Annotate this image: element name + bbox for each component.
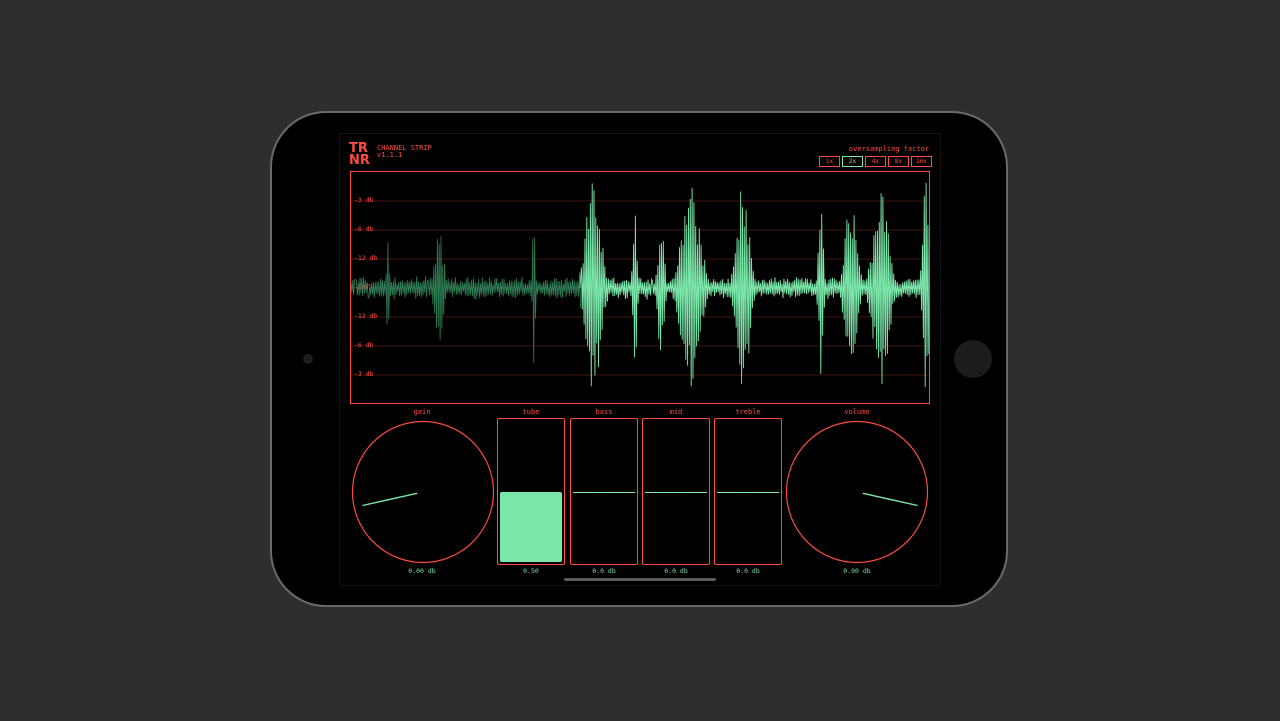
treble-slider[interactable] xyxy=(714,418,782,565)
tube-value: 0.50 xyxy=(523,567,539,575)
volume-knob[interactable] xyxy=(785,420,929,564)
tube-slider[interactable] xyxy=(497,418,565,565)
db-label-bottom-12: -12 db xyxy=(354,312,378,320)
app-title-block: CHANNEL STRIP v1.1.1 xyxy=(377,145,432,159)
app-title: CHANNEL STRIP xyxy=(377,144,432,152)
volume-knob-pointer xyxy=(862,492,918,507)
mid-label: mid xyxy=(669,408,683,416)
waveform-scope: -3 db -6 db -12 db -inf -12 db -6 db -3 … xyxy=(350,171,930,404)
oversampling-selector: 1x 2x 4x 8x 16x xyxy=(819,156,932,167)
bass-slider[interactable] xyxy=(570,418,638,565)
volume-value: 0.00 db xyxy=(843,567,871,575)
app-screen xyxy=(339,133,941,586)
mid-slider-level xyxy=(645,491,707,493)
tube-label: tube xyxy=(522,408,540,416)
gain-value: 0.00 db xyxy=(408,567,436,575)
mid-slider[interactable] xyxy=(642,418,710,565)
db-label-top-12: -12 db xyxy=(354,254,378,262)
oversampling-16x-button[interactable]: 16x xyxy=(911,156,932,167)
treble-value: 0.0 db xyxy=(736,567,760,575)
gain-label: gain xyxy=(413,408,431,416)
db-label-top-3: -3 db xyxy=(354,196,374,204)
mid-value: 0.0 db xyxy=(664,567,688,575)
oversampling-8x-button[interactable]: 8x xyxy=(888,156,909,167)
treble-label: treble xyxy=(735,408,761,416)
volume-label: volume xyxy=(844,408,870,416)
treble-slider-level xyxy=(717,491,779,493)
app-version: v1.1.1 xyxy=(377,151,403,159)
home-indicator[interactable] xyxy=(564,578,716,581)
waveform-history-trace xyxy=(351,236,581,364)
logo-line-2: NR xyxy=(349,153,370,168)
tube-slider-fill xyxy=(500,491,562,562)
db-label-inf: -inf xyxy=(354,283,370,291)
bass-value: 0.0 db xyxy=(592,567,616,575)
gain-knob[interactable] xyxy=(351,420,495,564)
db-label-top-6: -6 db xyxy=(354,225,374,233)
oversampling-4x-button[interactable]: 4x xyxy=(865,156,886,167)
gain-knob-pointer xyxy=(362,492,418,507)
bass-slider-level xyxy=(573,491,635,493)
oversampling-label: oversampling factor xyxy=(848,145,929,153)
home-button[interactable] xyxy=(954,340,992,378)
front-camera xyxy=(303,354,313,364)
oversampling-1x-button[interactable]: 1x xyxy=(819,156,840,167)
logo-line-1: TR xyxy=(349,141,368,156)
oversampling-2x-button[interactable]: 2x xyxy=(842,156,863,167)
bass-label: bass xyxy=(595,408,613,416)
db-label-bottom-6: -6 db xyxy=(354,341,374,349)
app-logo: TR NR xyxy=(349,141,370,168)
waveform-trace xyxy=(579,182,929,388)
waveform-graphic xyxy=(351,182,929,388)
db-label-bottom-3: -3 db xyxy=(354,370,374,378)
